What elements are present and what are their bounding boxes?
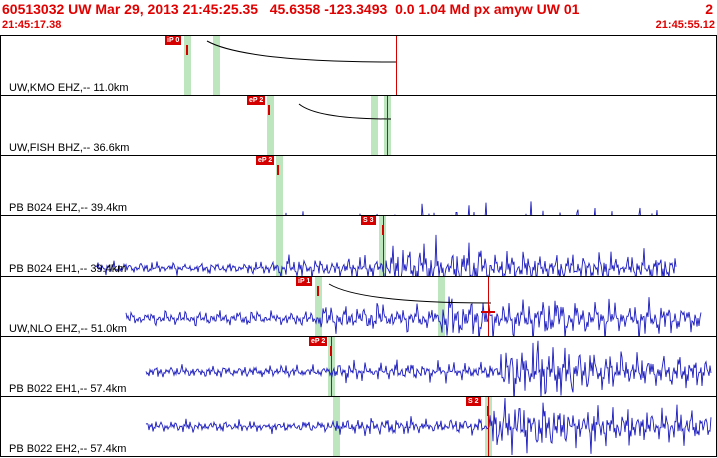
phase-pick-label[interactable]: S 3 xyxy=(361,216,376,226)
station-label: PB B024 EHZ,-- 39.4km xyxy=(9,202,127,215)
amplitude-cross-marker[interactable] xyxy=(481,311,495,314)
pick-window-bar xyxy=(379,216,386,276)
phase-pick-tick[interactable] xyxy=(487,405,489,416)
page-indicator: 2 xyxy=(705,1,713,17)
phase-pick-tick[interactable] xyxy=(330,345,332,356)
phase-pick-tick[interactable] xyxy=(268,105,270,116)
coda-decay-curve xyxy=(328,283,492,304)
pick-window-bar xyxy=(276,156,283,216)
pick-window-bar xyxy=(438,276,445,336)
phase-pick-label[interactable]: iP 1 xyxy=(296,276,313,286)
trace-panel[interactable]: eP 2 PB B024 EHZ,-- 39.4km xyxy=(1,156,716,217)
waveform xyxy=(145,397,712,455)
station-label: UW,FISH BHZ,-- 36.6km xyxy=(9,142,130,155)
phase-pick-label[interactable]: eP 2 xyxy=(256,156,275,166)
pick-window-bar xyxy=(213,36,220,96)
pick-window-bar xyxy=(184,36,191,96)
phase-pick-tick[interactable] xyxy=(382,225,384,236)
trace-panel[interactable]: eP 2 PB B022 EH1,-- 57.4km xyxy=(1,336,716,397)
trace-panels: iP 0 UW,KMO EHZ,-- 11.0km eP 2 UW,FISH BHZ,… xyxy=(0,35,717,457)
amplitude-cursor-line[interactable] xyxy=(488,276,489,336)
trace-panel[interactable]: S 2 PB B022 EH2,-- 57.4km xyxy=(1,396,716,456)
station-label: PB B022 EH2,-- 57.4km xyxy=(9,442,127,455)
pick-window-bar xyxy=(267,96,274,156)
window-start-time: 21:45:17.38 xyxy=(2,19,62,31)
time-window-row: 21:45:17.38 21:45:55.12 xyxy=(0,18,717,34)
phase-pick-tick[interactable] xyxy=(186,45,188,55)
station-label: PB B022 EH1,-- 57.4km xyxy=(9,382,127,395)
pick-window-bar xyxy=(276,216,283,276)
phase-pick-tick[interactable] xyxy=(277,165,279,176)
trace-panel[interactable]: S 3 PB B024 EH1,-- 39.4km xyxy=(1,216,716,277)
waveform xyxy=(95,235,677,276)
phase-pick-label[interactable]: iP 0 xyxy=(165,36,182,45)
phase-pick-line[interactable] xyxy=(488,396,489,456)
station-label: UW,KMO EHZ,-- 11.0km xyxy=(9,82,129,95)
amplitude-cursor-line[interactable] xyxy=(387,96,388,156)
pick-window-bar xyxy=(371,96,378,156)
trace-panel[interactable]: eP 2 UW,FISH BHZ,-- 36.6km xyxy=(1,96,716,157)
waveform xyxy=(206,40,398,63)
pick-window-bar xyxy=(315,276,322,336)
event-summary: 60513032 UW Mar 29, 2013 21:45:25.35 45.… xyxy=(2,1,580,17)
coda-decay-curve xyxy=(298,103,392,120)
coda-decay-curve xyxy=(206,40,398,63)
trace-panel[interactable]: iP 1 UW,NLO EHZ,-- 51.0km xyxy=(1,276,716,337)
station-label: UW,NLO EHZ,-- 51.0km xyxy=(9,322,127,335)
phase-pick-label[interactable]: eP 2 xyxy=(309,336,328,346)
waveform xyxy=(298,103,392,120)
waveform xyxy=(145,340,712,396)
amplitude-cursor-line[interactable] xyxy=(396,36,397,96)
phase-pick-label[interactable]: eP 2 xyxy=(247,96,266,106)
event-header: 60513032 UW Mar 29, 2013 21:45:25.35 45.… xyxy=(0,0,717,18)
phase-pick-line[interactable] xyxy=(383,216,384,276)
phase-pick-tick[interactable] xyxy=(317,285,319,296)
phase-pick-label[interactable]: S 2 xyxy=(466,396,481,406)
trace-panel[interactable]: iP 0 UW,KMO EHZ,-- 11.0km xyxy=(1,36,716,97)
phase-pick-line[interactable] xyxy=(331,336,332,396)
station-label: PB B024 EH1,-- 39.4km xyxy=(9,262,127,275)
window-end-time: 21:45:55.12 xyxy=(655,19,715,31)
waveform xyxy=(125,283,702,336)
